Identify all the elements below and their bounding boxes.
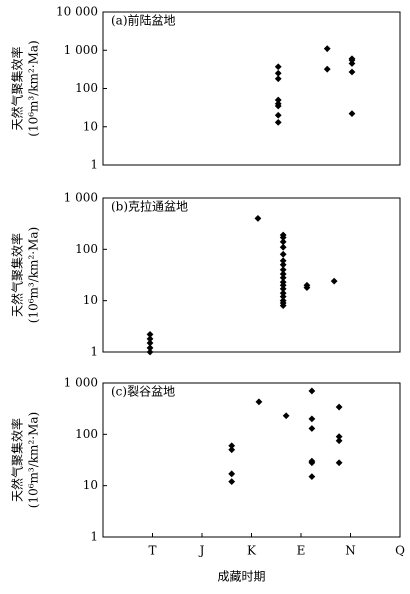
point [274,111,282,119]
point [279,234,287,241]
y-axis-label: 天然气聚集效率 [10,418,25,502]
point [279,261,287,269]
point [228,478,236,486]
x-tick-label: T [148,544,156,558]
point [146,348,154,356]
y-axis-label: (10⁶m³/km²·Ma) [27,227,41,323]
point [228,446,236,454]
point [146,335,154,343]
panel-title: (a)前陆盆地 [111,13,176,28]
point [279,293,287,301]
x-tick-label: E [297,544,306,558]
y-axis-label: 天然气聚集效率 [10,233,25,317]
y-axis-label: (10⁶m³/km²·Ma) [27,412,41,508]
plot-frame [102,197,401,353]
point [279,270,287,278]
point [228,470,236,478]
point [254,215,262,222]
point [279,250,287,258]
point [146,344,154,352]
point [323,65,331,73]
point [274,96,282,104]
point [308,425,316,432]
x-tick-label: Q [395,544,405,558]
y-axis-label: (10⁶m³/km²·Ma) [27,40,41,136]
point [146,331,154,338]
x-axis-label: 成藏时期 [217,570,265,584]
point [279,274,287,282]
point [274,69,282,77]
y-tick-label: 100 [75,81,98,95]
point [146,339,154,347]
point [308,459,316,467]
point [279,281,287,289]
point [255,398,263,406]
point [303,284,311,291]
y-tick-label: 1 000 [64,191,98,205]
x-tick-label: J [198,544,205,558]
point [323,45,331,53]
point [308,415,316,423]
y-tick-label: 100 [75,427,98,441]
y-tick-label: 1 [90,345,98,359]
point [308,473,316,481]
point [274,102,282,110]
point [348,110,356,118]
y-tick-label: 1 [90,158,98,172]
point [330,277,338,285]
y-tick-label: 10 [83,119,98,133]
point [348,68,356,76]
point [279,266,287,274]
point [279,302,287,310]
point [282,412,290,420]
x-tick-label: K [247,544,257,558]
y-axis-label: 天然气聚集效率 [10,46,25,130]
point [228,442,236,450]
panel-title: (b)克拉通盆地 [111,199,188,214]
point [279,285,287,293]
y-tick-label: 100 [75,242,98,256]
y-tick-label: 1 [90,530,98,544]
point [335,403,343,411]
point [335,433,343,441]
point [279,289,287,297]
x-tick-label: N [345,544,356,558]
y-tick-label: 10 [83,293,98,307]
y-tick-label: 1 000 [64,376,98,390]
point [279,257,287,265]
y-tick-label: 10 [83,478,98,492]
panel-title: (c)裂谷盆地 [111,385,175,399]
y-tick-label: 1 000 [64,43,98,57]
point [274,75,282,83]
plot-frame [102,382,401,538]
point [335,437,343,445]
point [335,459,343,467]
y-tick-label: 10 000 [56,5,98,19]
point [274,63,282,71]
point [348,60,356,67]
point [308,387,316,395]
plot-frame [102,11,401,166]
point [279,238,287,246]
point [274,118,282,126]
point [279,243,287,251]
